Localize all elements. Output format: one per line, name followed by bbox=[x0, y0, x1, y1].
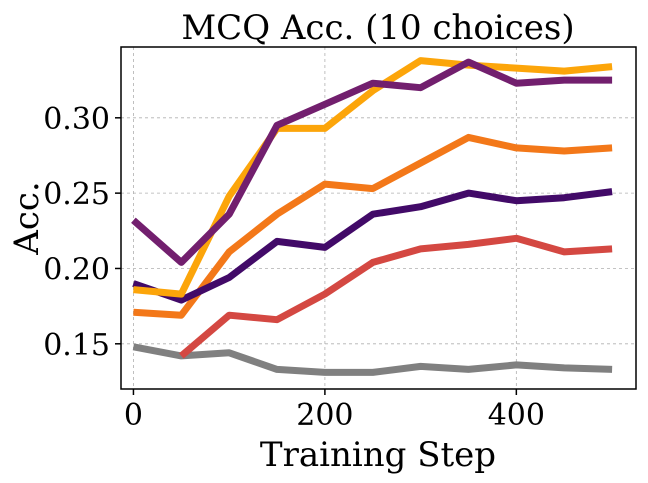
plot-frame bbox=[120, 46, 637, 390]
series-layer bbox=[131, 57, 613, 376]
series-line-2 bbox=[179, 234, 613, 359]
x-tick-label: 0 bbox=[124, 398, 143, 433]
ticks-layer: 0 200 400 0.15 0.20 0.25 0.30 bbox=[43, 102, 545, 433]
x-tick-label: 200 bbox=[296, 398, 353, 433]
series-line-4 bbox=[132, 188, 613, 304]
y-tick-label: 0.20 bbox=[43, 252, 110, 287]
y-axis-label: Acc. bbox=[7, 181, 47, 255]
chart-title: MCQ Acc. (10 choices) bbox=[181, 8, 574, 48]
series-line-6 bbox=[131, 58, 613, 266]
series-line-3 bbox=[133, 133, 613, 319]
x-tick-label: 400 bbox=[488, 398, 545, 433]
y-tick-label: 0.25 bbox=[43, 177, 110, 212]
y-tick-label: 0.30 bbox=[43, 102, 110, 137]
x-axis-label: Training Step bbox=[260, 435, 496, 475]
series-line-1 bbox=[132, 343, 613, 376]
y-tick-label: 0.15 bbox=[43, 328, 110, 363]
